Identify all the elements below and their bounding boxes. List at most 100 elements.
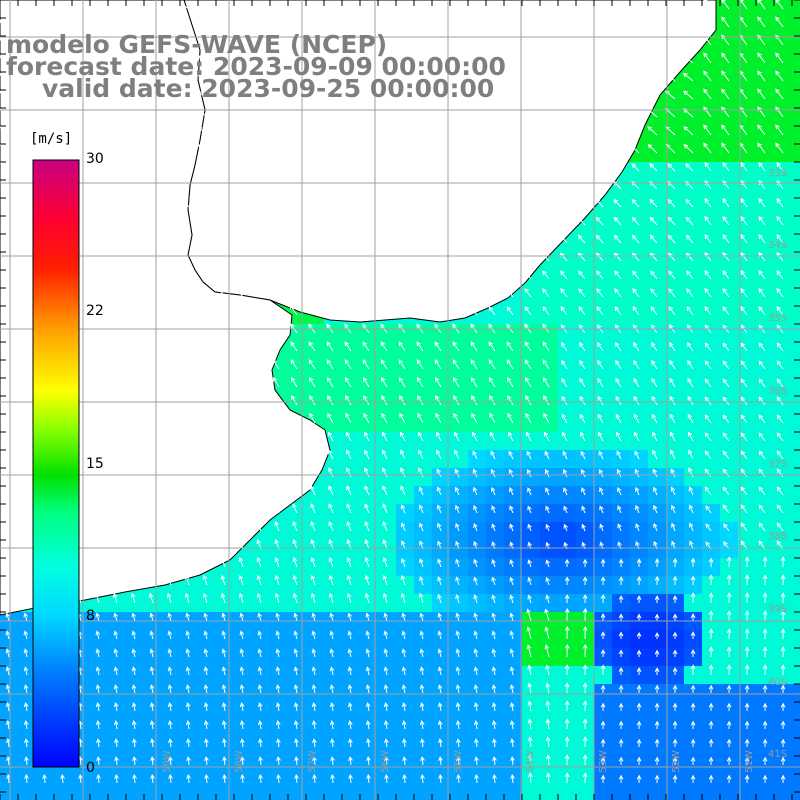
speed-cell xyxy=(738,234,757,253)
wind-arrow xyxy=(220,592,226,604)
wind-arrow xyxy=(94,503,100,514)
wind-arrow xyxy=(722,180,730,190)
speed-cell xyxy=(594,450,613,469)
wind-arrow xyxy=(560,288,568,298)
wind-arrow xyxy=(758,450,766,460)
wind-arrow xyxy=(776,198,784,208)
wind-arrow xyxy=(398,234,406,244)
wind-arrow xyxy=(343,199,352,208)
wind-arrow xyxy=(399,394,406,406)
wind-arrow xyxy=(197,162,208,172)
wind-arrow xyxy=(53,72,64,82)
wind-arrow xyxy=(594,127,604,136)
wind-arrow xyxy=(324,109,334,118)
speed-cell xyxy=(342,378,361,397)
wind-arrow xyxy=(127,268,136,280)
wind-arrow xyxy=(89,90,100,100)
wind-arrow xyxy=(545,523,550,532)
speed-cell xyxy=(216,594,235,613)
wind-arrow xyxy=(708,774,714,784)
wind-arrow xyxy=(200,359,208,370)
wind-arrow xyxy=(22,556,28,568)
wind-arrow xyxy=(131,612,136,622)
speed-cell xyxy=(144,630,163,649)
wind-arrow xyxy=(722,162,730,172)
speed-cell xyxy=(756,360,775,379)
speed-cell xyxy=(720,162,739,181)
wind-arrow xyxy=(540,74,550,82)
wind-arrow xyxy=(582,736,588,748)
speed-cell xyxy=(324,576,343,595)
speed-cell xyxy=(792,162,800,181)
speed-cell xyxy=(216,702,235,721)
speed-cell xyxy=(450,648,469,667)
wind-arrow xyxy=(93,394,100,406)
wind-arrow xyxy=(417,431,424,442)
wind-arrow xyxy=(667,234,676,244)
speed-cell xyxy=(720,486,739,505)
wind-arrow xyxy=(521,2,532,10)
wind-arrow xyxy=(34,55,46,64)
wind-arrow xyxy=(17,162,28,172)
wind-arrow xyxy=(600,774,606,784)
wind-arrow xyxy=(470,234,478,244)
speed-cell xyxy=(702,216,721,235)
wind-arrow xyxy=(558,56,568,64)
wind-arrow xyxy=(579,413,586,424)
speed-cell xyxy=(792,684,800,703)
speed-cell xyxy=(684,486,703,505)
speed-cell xyxy=(252,558,271,577)
speed-cell xyxy=(486,414,505,433)
speed-cell xyxy=(648,576,667,595)
speed-cell xyxy=(324,792,343,800)
wind-arrow xyxy=(668,306,676,316)
speed-cell xyxy=(288,540,307,559)
wind-arrow xyxy=(509,666,515,676)
speed-cell xyxy=(252,792,271,800)
wind-arrow xyxy=(130,467,136,478)
speed-cell xyxy=(558,252,577,271)
wind-arrow xyxy=(559,163,568,172)
wind-arrow xyxy=(468,109,478,118)
speed-cell xyxy=(576,288,595,307)
wind-arrow xyxy=(632,306,640,316)
wind-arrow xyxy=(328,538,334,550)
wind-arrow xyxy=(35,144,46,154)
wind-arrow xyxy=(20,359,28,370)
speed-cell xyxy=(684,648,703,667)
wind-arrow xyxy=(432,2,442,10)
speed-cell xyxy=(774,54,793,73)
speed-cell xyxy=(450,468,469,487)
wind-arrow xyxy=(593,2,604,10)
speed-cell xyxy=(558,414,577,433)
forecast-date: forecast date: 2023-09-09 00:00:00 xyxy=(6,52,506,81)
speed-cell xyxy=(360,522,379,541)
wind-arrow xyxy=(107,72,118,82)
wind-arrow xyxy=(165,394,172,406)
wind-arrow xyxy=(722,414,730,424)
speed-cell xyxy=(468,396,487,415)
wind-arrow xyxy=(610,54,622,64)
wind-arrow xyxy=(274,449,280,460)
wind-arrow xyxy=(654,774,660,784)
speed-cell xyxy=(630,486,649,505)
wind-arrow xyxy=(528,772,533,784)
wind-arrow xyxy=(305,162,316,172)
wind-arrow xyxy=(600,558,606,568)
wind-arrow xyxy=(649,198,658,208)
wind-arrow xyxy=(360,2,370,10)
speed-cell xyxy=(324,396,343,415)
wind-arrow xyxy=(690,774,696,784)
wind-arrow xyxy=(383,630,389,640)
wind-arrow xyxy=(690,684,696,694)
wind-arrow xyxy=(524,270,532,280)
speed-cell xyxy=(360,684,379,703)
speed-cell xyxy=(216,630,235,649)
speed-cell xyxy=(360,774,379,793)
wind-arrow xyxy=(722,378,730,388)
speed-cell xyxy=(252,684,271,703)
wind-arrow xyxy=(326,359,334,370)
wind-arrow xyxy=(202,503,208,514)
wind-arrow xyxy=(24,738,29,748)
wind-arrow xyxy=(166,574,172,586)
